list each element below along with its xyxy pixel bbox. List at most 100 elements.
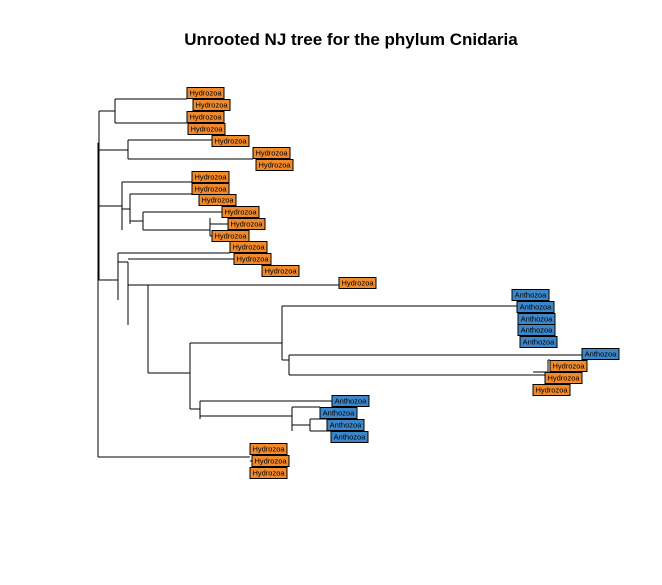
tip-label-box (338, 277, 377, 289)
tip-label-text: Hydrozoa (236, 255, 269, 264)
tree-branches (97, 98, 582, 462)
tip-label-box (511, 289, 550, 301)
tip-label-text: Hydrozoa (190, 125, 223, 134)
tip-label-anthozoa: Anthozoa (331, 395, 370, 407)
tip-label-text: Anthozoa (523, 338, 556, 347)
tip-label-text: Hydrozoa (547, 374, 580, 383)
tip-label-box (326, 419, 365, 431)
tip-label-hydrozoa: Hydrozoa (255, 159, 294, 171)
tip-label-hydrozoa: Hydrozoa (227, 218, 266, 230)
tip-label-text: Hydrozoa (189, 89, 222, 98)
tip-label-hydrozoa: Hydrozoa (191, 183, 230, 195)
tip-label-text: Hydrozoa (535, 386, 568, 395)
tip-label-hydrozoa: Hydrozoa (187, 123, 226, 135)
tip-label-anthozoa: Anthozoa (517, 313, 556, 325)
tip-label-box (261, 265, 300, 277)
tip-label-text: Hydrozoa (201, 196, 234, 205)
tip-label-box (519, 336, 558, 348)
tip-label-text: Hydrozoa (258, 161, 291, 170)
tip-label-text: Hydrozoa (552, 362, 585, 371)
tip-label-box (233, 253, 272, 265)
tip-label-anthozoa: Anthozoa (330, 431, 369, 443)
tip-label-anthozoa: Anthozoa (517, 324, 556, 336)
tip-label-text: Hydrozoa (341, 279, 374, 288)
tip-label-box (532, 384, 571, 396)
tip-label-anthozoa: Anthozoa (516, 301, 555, 313)
tip-label-box (255, 159, 294, 171)
tip-label-text: Hydrozoa (252, 445, 285, 454)
tip-label-text: Anthozoa (335, 397, 368, 406)
tip-label-box (331, 395, 370, 407)
tip-label-hydrozoa: Hydrozoa (198, 194, 237, 206)
tip-label-hydrozoa: Hydrozoa (532, 384, 571, 396)
tip-label-hydrozoa: Hydrozoa (211, 230, 250, 242)
tip-label-hydrozoa: Hydrozoa (338, 277, 377, 289)
tip-label-hydrozoa: Hydrozoa (186, 111, 225, 123)
tip-label-text: Hydrozoa (252, 469, 285, 478)
tip-label-box (227, 218, 266, 230)
tip-label-text: Anthozoa (330, 421, 363, 430)
tip-label-box (186, 111, 225, 123)
tip-label-text: Hydrozoa (194, 185, 227, 194)
tip-label-text: Hydrozoa (255, 149, 288, 158)
tip-label-text: Hydrozoa (264, 267, 297, 276)
tip-label-text: Anthozoa (323, 409, 356, 418)
tip-label-text: Hydrozoa (195, 101, 228, 110)
tip-label-anthozoa: Anthozoa (326, 419, 365, 431)
tip-label-text: Hydrozoa (194, 173, 227, 182)
tip-label-box (544, 372, 583, 384)
tip-label-text: Anthozoa (585, 350, 618, 359)
tip-label-hydrozoa: Hydrozoa (251, 455, 290, 467)
tip-label-text: Hydrozoa (189, 113, 222, 122)
tip-label-box (186, 87, 225, 99)
tip-label-box (249, 443, 288, 455)
tip-label-hydrozoa: Hydrozoa (249, 443, 288, 455)
tip-label-text: Anthozoa (515, 291, 548, 300)
tree-tip-labels: Hydrozoa Hydrozoa Hydrozoa Hydrozoa Hydrozoa… (186, 87, 620, 479)
tip-label-text: Hydrozoa (224, 208, 257, 217)
tip-label-box (330, 431, 369, 443)
tip-label-text: Hydrozoa (232, 243, 265, 252)
tip-label-box (187, 123, 226, 135)
tip-label-box (229, 241, 268, 253)
tip-label-text: Hydrozoa (254, 457, 287, 466)
tip-label-text: Hydrozoa (214, 137, 247, 146)
tip-label-box (319, 407, 358, 419)
tip-label-hydrozoa: Hydrozoa (261, 265, 300, 277)
tip-label-box (252, 147, 291, 159)
tip-label-hydrozoa: Hydrozoa (221, 206, 260, 218)
chart-title: Unrooted NJ tree for the phylum Cnidaria (184, 30, 518, 49)
tip-label-box (516, 301, 555, 313)
tip-label-anthozoa: Anthozoa (519, 336, 558, 348)
tip-label-box (549, 360, 588, 372)
tip-label-box (581, 348, 620, 360)
tip-label-hydrozoa: Hydrozoa (186, 87, 225, 99)
tip-label-anthozoa: Anthozoa (581, 348, 620, 360)
tip-label-hydrozoa: Hydrozoa (191, 171, 230, 183)
tip-label-anthozoa: Anthozoa (511, 289, 550, 301)
tip-label-text: Hydrozoa (214, 232, 247, 241)
tip-label-hydrozoa: Hydrozoa (252, 147, 291, 159)
tip-label-hydrozoa: Hydrozoa (549, 360, 588, 372)
tip-label-anthozoa: Anthozoa (319, 407, 358, 419)
tip-label-box (221, 206, 260, 218)
tip-label-hydrozoa: Hydrozoa (192, 99, 231, 111)
tip-label-box (198, 194, 237, 206)
tip-label-box (249, 467, 288, 479)
tip-label-hydrozoa: Hydrozoa (249, 467, 288, 479)
tip-label-box (191, 171, 230, 183)
tip-label-hydrozoa: Hydrozoa (233, 253, 272, 265)
tip-label-hydrozoa: Hydrozoa (544, 372, 583, 384)
tip-label-box (211, 135, 250, 147)
tip-label-box (517, 324, 556, 336)
tip-label-hydrozoa: Hydrozoa (229, 241, 268, 253)
tip-label-text: Anthozoa (520, 303, 553, 312)
tip-label-text: Anthozoa (521, 326, 554, 335)
tip-label-box (251, 455, 290, 467)
tip-label-box (192, 99, 231, 111)
tip-label-text: Hydrozoa (230, 220, 263, 229)
tip-label-hydrozoa: Hydrozoa (211, 135, 250, 147)
tip-label-text: Anthozoa (521, 315, 554, 324)
tip-label-text: Anthozoa (334, 433, 367, 442)
